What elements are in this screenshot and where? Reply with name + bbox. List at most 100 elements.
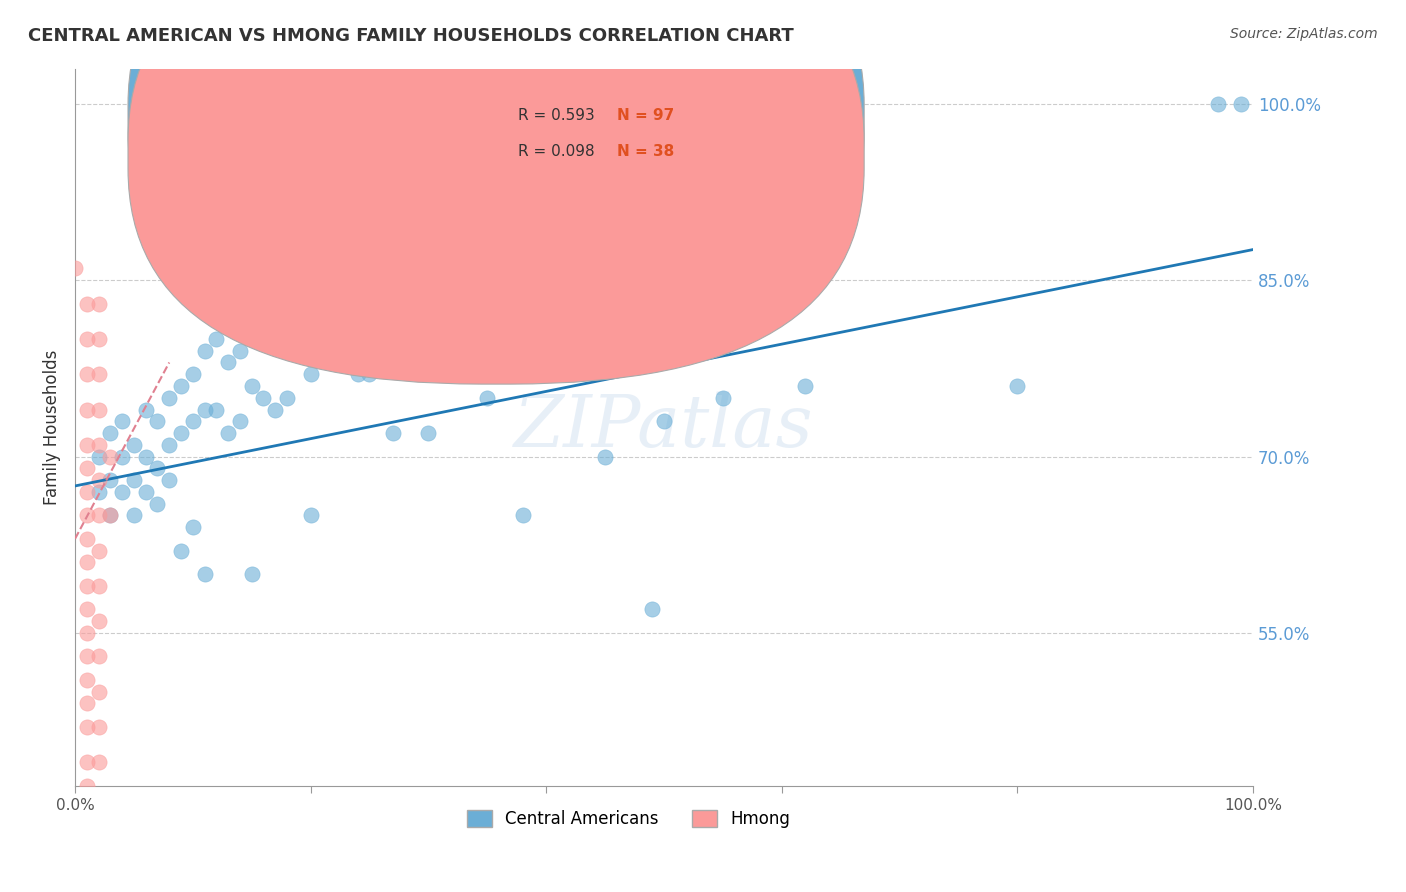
Point (652, 414, 675, 428)
Point (76, 555, 98, 569)
Point (76, 484, 98, 499)
Point (217, 425, 239, 440)
Point (111, 414, 134, 428)
Point (512, 508, 534, 523)
Point (628, 343, 651, 358)
Point (98, 425, 121, 440)
Point (87, 508, 110, 523)
Point (512, 296, 534, 310)
Point (146, 461, 169, 475)
Point (641, 602, 664, 616)
Point (499, 320, 522, 334)
Point (617, 273, 640, 287)
FancyBboxPatch shape (451, 83, 758, 191)
Point (747, 238, 769, 252)
Point (240, 379, 263, 393)
Point (477, 332, 499, 346)
Point (111, 484, 134, 499)
Point (276, 391, 298, 405)
Point (76, 697, 98, 711)
Point (464, 273, 486, 287)
Point (87, 402, 110, 417)
Point (229, 414, 252, 428)
Point (582, 285, 605, 299)
Point (76, 368, 98, 382)
Point (429, 343, 451, 358)
Point (405, 309, 427, 323)
Text: ZIPatlas: ZIPatlas (515, 392, 814, 462)
Point (87, 332, 110, 346)
Point (359, 368, 381, 382)
Point (122, 438, 145, 452)
Point (523, 261, 546, 276)
Point (558, 320, 581, 334)
Point (76, 720, 98, 734)
Point (135, 450, 157, 464)
Point (534, 355, 557, 369)
Point (205, 332, 228, 346)
Point (252, 391, 274, 405)
Point (370, 285, 392, 299)
Point (170, 425, 193, 440)
Point (170, 379, 193, 393)
Point (146, 497, 169, 511)
Point (606, 309, 628, 323)
Point (311, 332, 333, 346)
Point (440, 296, 463, 310)
Point (76, 838, 98, 852)
Text: CENTRAL AMERICAN VS HMONG FAMILY HOUSEHOLDS CORRELATION CHART: CENTRAL AMERICAN VS HMONG FAMILY HOUSEHO… (28, 27, 794, 45)
Point (394, 332, 416, 346)
Point (264, 402, 287, 417)
Point (299, 508, 322, 523)
Point (193, 402, 215, 417)
Point (205, 402, 228, 417)
Point (193, 343, 215, 358)
Point (87, 543, 110, 558)
Point (229, 343, 252, 358)
Point (418, 425, 440, 440)
Point (346, 309, 368, 323)
Point (76, 508, 98, 523)
Point (87, 473, 110, 487)
Point (87, 450, 110, 464)
Point (87, 438, 110, 452)
Point (98, 508, 121, 523)
Legend: Central Americans, Hmong: Central Americans, Hmong (460, 804, 797, 835)
Text: N = 97: N = 97 (617, 108, 673, 122)
Point (1230, 96, 1253, 111)
Point (98, 450, 121, 464)
Point (240, 567, 263, 582)
Point (87, 579, 110, 593)
Point (111, 450, 134, 464)
Point (264, 332, 287, 346)
Y-axis label: Family Households: Family Households (44, 350, 60, 505)
Point (382, 425, 405, 440)
Point (170, 543, 193, 558)
Point (512, 355, 534, 369)
Point (711, 391, 734, 405)
Point (299, 296, 322, 310)
Point (87, 614, 110, 628)
Point (453, 332, 475, 346)
Point (98, 473, 121, 487)
Point (794, 379, 817, 393)
Point (181, 520, 204, 534)
Point (217, 355, 239, 369)
Point (87, 296, 110, 310)
Point (299, 368, 322, 382)
Point (87, 756, 110, 770)
Point (534, 309, 557, 323)
Text: N = 38: N = 38 (617, 144, 673, 159)
Point (359, 296, 381, 310)
Point (582, 343, 605, 358)
Point (346, 368, 368, 382)
Point (122, 473, 145, 487)
Point (240, 332, 263, 346)
Point (146, 414, 169, 428)
Point (157, 473, 180, 487)
Point (76, 872, 98, 887)
Point (1007, 379, 1029, 393)
Point (323, 355, 346, 369)
Point (1206, 96, 1229, 111)
Point (76, 673, 98, 687)
